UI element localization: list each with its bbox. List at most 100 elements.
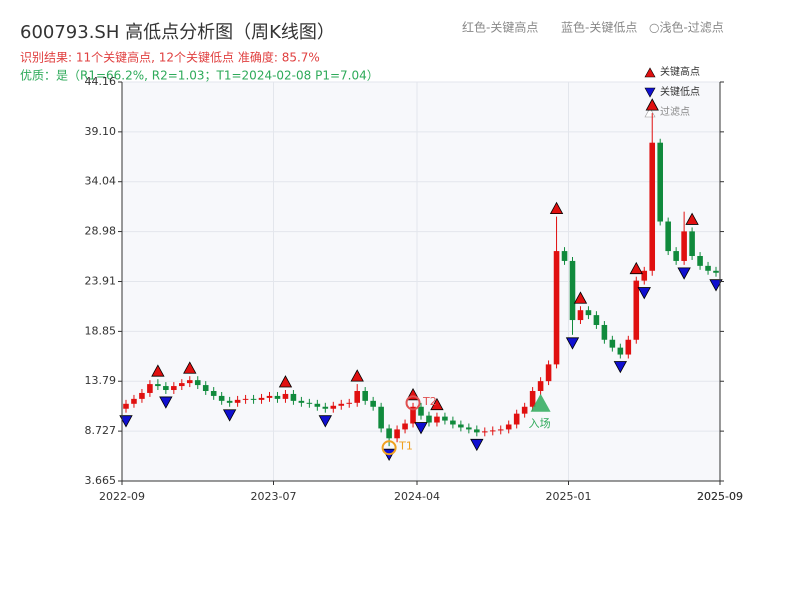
key-high-marker [151,364,165,377]
key-high-marker [350,369,364,382]
candle-body [123,403,129,409]
candle-body [131,398,137,404]
key-low-marker [222,409,237,422]
x-tick-label: 2024-04 [394,490,440,503]
top-legend: ○浅色-过滤点 [649,21,724,35]
y-tick-label: 13.79 [85,374,117,387]
x-tick-label: 2025-09 [697,490,743,503]
key-high-marker [278,375,293,388]
candle-body [378,406,384,429]
candle-body [529,390,536,407]
y-tick-label: 8.727 [85,424,117,437]
key-low-marker [470,438,484,452]
candle-body [330,405,337,409]
point-label: 入场 [529,416,551,430]
candle-body [458,424,464,428]
point-marker [405,395,421,411]
candle-body [569,260,576,321]
y-tick-label: 3.665 [85,474,117,487]
key-high-marker [645,98,659,111]
candle-body [370,400,376,407]
candle-body [306,402,313,404]
y-tick-label: 18.85 [85,324,117,337]
candle-body [513,413,520,425]
candle-body [282,393,289,399]
candle-body [434,416,440,423]
candle-body [545,364,552,382]
top-legend: 红色-关键高点 [462,20,538,35]
x-tick-label: 2025-01 [546,490,592,503]
candle-body [553,251,560,365]
candle-body [625,339,632,355]
candle-body [210,390,217,396]
candle-body [689,231,695,257]
candle-body [242,398,249,400]
candle-body [442,416,448,421]
candle-body [466,427,472,430]
candle-body [657,142,663,222]
subtitle: 识别结果: 11个关键高点, 12个关键低点 准确度: 85.7% [20,50,320,65]
candle-body [585,310,592,316]
x-tick-label: 2025-09 [697,490,743,503]
candle-body [450,420,456,425]
candle-body [481,431,488,433]
legend-swatch [644,67,656,78]
candle-body [362,390,368,401]
legend-label: 过滤点 [660,105,690,118]
key-low-marker [318,415,332,428]
candle-body [258,397,265,400]
candle-body [649,142,656,271]
candle-body [218,395,225,401]
key-low-marker [677,267,691,280]
candle-body [226,400,233,403]
candle-body [402,423,408,430]
candle-body [521,406,528,414]
key-high-marker [685,212,699,225]
candle-body [194,380,201,386]
quality: 优质：是（R1=66.2%, R2=1.03；T1=2024-02-08 P1=… [20,69,379,83]
candle-body [386,428,392,439]
plot: T1 T2 入场 [119,81,723,482]
candle-body [609,339,616,348]
candle-body [537,381,544,391]
point-label: T2 [422,395,437,408]
x-tick-label: 2022-09 [99,490,145,503]
candle-body [410,406,416,424]
y-tick-label: 23.91 [85,275,117,288]
candle-body [593,315,600,325]
point-label: T1 [398,440,413,453]
candle-body [673,251,679,261]
candle-body [665,221,671,252]
candle-body [641,270,648,281]
candle-body [147,384,153,393]
candle-body [713,270,719,273]
candle-body [139,392,145,399]
key-low-marker [414,422,428,435]
candle-body [474,429,480,433]
key-low-marker [709,279,723,292]
y-tick-label: 44.16 [85,75,117,88]
candle-body [179,383,185,387]
key-high-marker [549,201,564,214]
legend-swatch [644,87,656,98]
candle-body [163,386,169,391]
candle-body [338,403,345,406]
key-low-marker [613,361,628,374]
top-legend: 蓝色-关键低点 [561,21,637,35]
candle-body [681,231,687,261]
candle-body [234,399,241,403]
candle-body [489,430,496,432]
x-tick-label: 2023-07 [251,490,297,503]
chart-title: 600793.SH 高低点分析图（周K线图） [20,22,335,43]
candle-body [298,400,305,403]
candle-body [426,415,432,423]
y-tick-label: 28.98 [85,225,117,238]
key-low-marker [159,396,173,409]
candle-body [346,402,353,404]
candle-body [497,429,504,431]
candle-body [171,386,177,391]
candle-body [394,429,400,439]
candle-body [322,406,329,409]
candle-body [155,384,161,387]
key-low-marker [119,415,133,428]
